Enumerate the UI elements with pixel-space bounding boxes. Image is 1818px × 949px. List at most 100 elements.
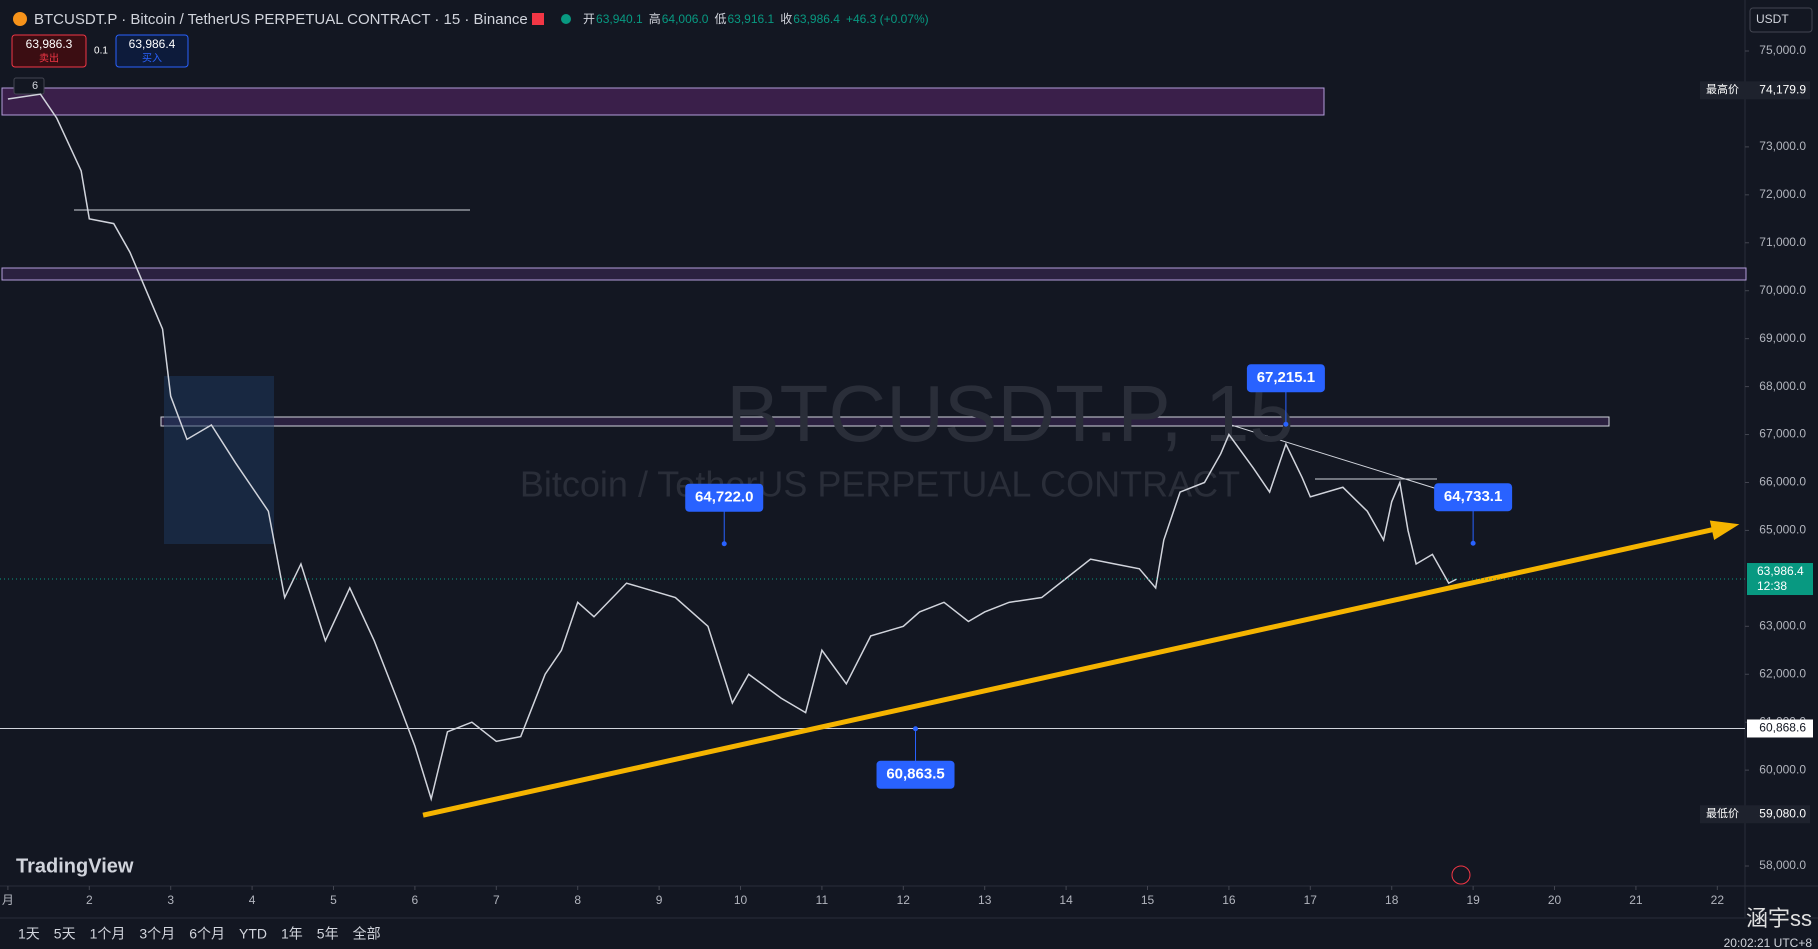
ohlc-key: 低 [714,12,726,26]
y-tick-label: 70,000.0 [1759,283,1806,297]
trend-line [422,525,1720,818]
ohlc-value: 64,006.0 [662,12,709,26]
x-tick-label: 8 [574,893,581,907]
x-tick-label: 19 [1466,893,1480,907]
sell-price[interactable]: 63,986.3 [26,37,73,51]
range-button[interactable]: 1天 [18,926,40,942]
buy-price[interactable]: 63,986.4 [129,37,176,51]
buy-button[interactable] [115,34,189,68]
annotation-point [721,541,727,547]
annotation-point [913,726,919,732]
logo: TradingView [16,855,134,877]
watermark: BTCUSDT.P, 15 [726,369,1294,458]
high-tag [1700,81,1810,100]
annotation-point [1283,421,1289,427]
annotation-label: 64,722.0 [695,489,753,506]
y-tick-label: 65,000.0 [1759,523,1806,537]
y-tick-label: 60,000.0 [1759,762,1806,776]
currency-button[interactable] [1749,7,1813,33]
y-tick-label: 75,000.0 [1759,43,1806,57]
low-title: 最低价 [1706,807,1739,820]
status-dot [561,14,571,24]
ohlc: 开 63,940.1 高 64,006.0 低 63,916.1 收 63,986.4 [583,11,840,26]
range-button[interactable]: 5天 [54,926,76,942]
ohlc-value: 63,916.1 [727,12,774,26]
sell-button[interactable] [11,34,87,68]
y-tick-label: 66,000.0 [1759,475,1806,489]
x-tick-label: 14 [1059,893,1073,907]
annotation-box [1434,483,1513,512]
range-button[interactable]: 3个月 [139,926,175,942]
annotation-label: 67,215.1 [1257,369,1315,386]
alert-icon[interactable] [1451,865,1471,885]
y-tick-label: 68,000.0 [1759,379,1806,393]
low-tag [1700,805,1810,824]
y-tick-label: 73,000.0 [1759,139,1806,153]
range-button[interactable]: 1个月 [90,926,126,942]
annotation-box [876,760,955,789]
high-title: 最高价 [1706,82,1739,96]
price-line [7,93,1458,802]
annotation-point [1470,540,1476,546]
qty: 0.1 [94,46,108,57]
annotation-box [685,483,764,512]
symbol: BTCUSDT.P · Bitcoin / TetherUS PERPETUAL… [34,11,528,28]
sell-label[interactable]: 卖出 [39,52,59,65]
x-tick-label: 13 [978,893,992,907]
watermark: Bitcoin / TetherUS PERPETUAL CONTRACT [520,464,1240,505]
y-tick-label: 63,000.0 [1759,618,1806,632]
x-tick-label: 17 [1304,893,1318,907]
layers-toggle[interactable] [13,77,45,95]
zone-box [1,87,1325,116]
x-tick-label: 3 [167,893,174,907]
annotation-label: 64,733.1 [1444,488,1502,505]
last-price-label: 63,986.4 [1757,564,1804,578]
x-tick-label: 21 [1629,893,1643,907]
range-button[interactable]: 6个月 [189,926,225,942]
level-tag [1747,719,1813,738]
x-tick-label: 15 [1141,893,1155,907]
coin-icon [13,12,27,26]
y-tick-label: 69,000.0 [1759,331,1806,345]
x-tick-label: 12 [897,893,911,907]
annotation-label: 60,863.5 [886,766,944,783]
zone-box [160,416,1610,427]
credit: 涵宇ss [1746,906,1812,931]
buy-label[interactable]: 买入 [142,53,162,65]
y-tick-label: 67,000.0 [1759,427,1806,441]
clock: 20:02:21 UTC+8 [1724,936,1813,949]
y-tick-label: 71,000.0 [1759,235,1806,249]
range-button[interactable]: 5年 [317,926,339,942]
trend-arrow [1709,520,1740,541]
layers-count[interactable]: 6 [32,80,38,92]
change: +46.3 (+0.07%) [846,12,929,26]
range-button[interactable]: 全部 [353,926,381,942]
x-tick-label: 11 [816,893,829,907]
x-tick-label: 16 [1222,893,1236,907]
y-tick-label: 58,000.0 [1759,858,1806,872]
wedge-line [1227,423,1461,497]
x-tick-label: 5 [330,893,337,907]
ohlc-value: 63,986.4 [793,12,840,26]
y-tick-label: 72,000.0 [1759,187,1806,201]
ohlc-value: 63,940.1 [596,12,643,26]
high-label: 74,179.9 [1759,82,1806,96]
ohlc-key: 高 [649,11,661,26]
x-tick-label: 2 [86,893,93,907]
x-tick-label: 7 [493,893,500,907]
x-tick-label: 18 [1385,893,1399,907]
low-label: 59,080.0 [1759,806,1806,820]
volume-profile [164,376,274,544]
annotation-box [1246,364,1325,393]
range-button[interactable]: YTD [239,926,267,942]
x-tick-label: 4 [249,893,256,907]
y-tick-label: 62,000.0 [1759,666,1806,680]
ohlc-key: 收 [780,12,792,26]
x-tick-label: 6 [412,893,419,907]
currency[interactable]: USDT [1756,12,1789,26]
range-button[interactable]: 1年 [281,926,303,942]
flag [532,13,544,25]
x-tick-label: 10 [734,893,748,907]
